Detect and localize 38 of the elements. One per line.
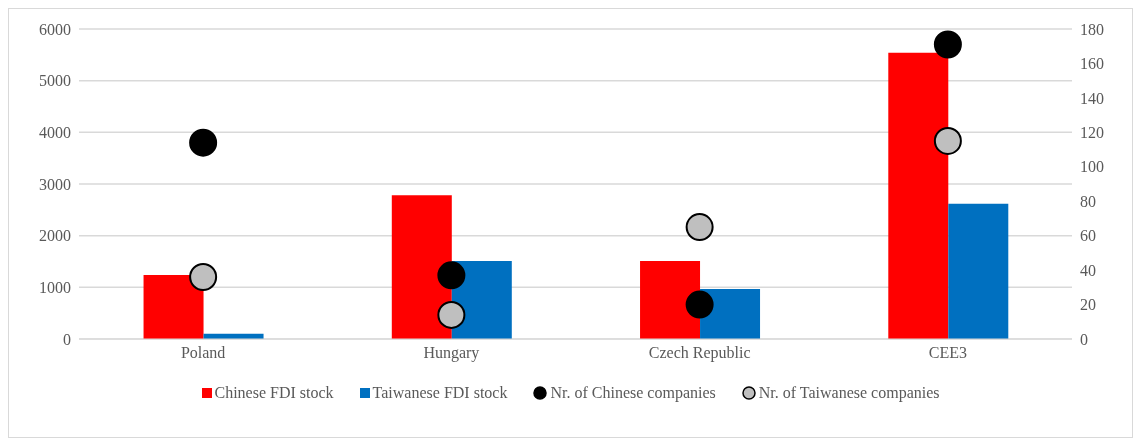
- point: [437, 261, 466, 290]
- y-tick-label: 5000: [39, 72, 71, 90]
- bar: [948, 203, 1009, 339]
- bar: [391, 195, 452, 339]
- y-tick-label: 1000: [39, 279, 71, 297]
- legend-label: Taiwanese FDI stock: [372, 384, 508, 402]
- point: [933, 30, 962, 59]
- y-tick-label: 2000: [39, 227, 71, 245]
- y2-tick-label: 160: [1080, 55, 1104, 73]
- y2-tick-label: 120: [1080, 124, 1104, 142]
- y2-tick-label: 140: [1080, 89, 1104, 107]
- point: [437, 300, 466, 329]
- y2-tick-label: 180: [1080, 20, 1104, 38]
- legend-label: Chinese FDI stock: [214, 384, 334, 402]
- point: [933, 126, 962, 155]
- x-tick-label: Czech Republic: [648, 344, 751, 363]
- legend-label: Nr. of Taiwanese companies: [758, 384, 940, 402]
- y-tick-label: 6000: [39, 20, 71, 38]
- x-tick-label: Poland: [180, 344, 226, 362]
- bar: [888, 52, 949, 339]
- y-tick-label: 0: [63, 330, 71, 348]
- legend-label: Nr. of Chinese companies: [550, 384, 716, 402]
- bar: [640, 260, 701, 339]
- y2-tick-label: 0: [1080, 330, 1088, 348]
- x-tick-label: CEE3: [928, 344, 967, 362]
- y2-tick-label: 20: [1080, 296, 1096, 314]
- y2-tick-label: 60: [1080, 227, 1096, 245]
- point: [189, 263, 218, 291]
- y2-tick-label: 80: [1080, 192, 1096, 210]
- bar: [143, 274, 204, 339]
- point: [189, 128, 218, 157]
- point: [685, 213, 714, 242]
- x-tick-label: Hungary: [423, 344, 480, 363]
- y-tick-label: 4000: [39, 124, 71, 142]
- y2-tick-label: 100: [1080, 158, 1104, 176]
- y2-tick-label: 40: [1080, 261, 1096, 279]
- y-tick-label: 3000: [39, 175, 71, 193]
- point: [685, 290, 714, 319]
